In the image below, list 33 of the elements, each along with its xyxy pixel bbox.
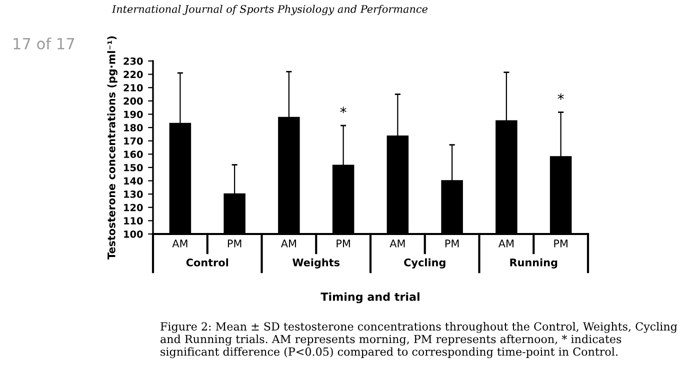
y-tick-label: 140 <box>124 177 143 185</box>
text: International Journal of Sports Physiology and Performance <box>112 4 428 16</box>
x-tick-label: AM <box>498 240 514 248</box>
y-tick-label: 150 <box>124 164 143 172</box>
y-tick-label: 110 <box>124 217 143 225</box>
x-axis-title: Timing and trial <box>320 292 420 304</box>
x-tick-label: AM <box>390 240 405 248</box>
text: Weights <box>292 258 340 268</box>
y-axis-title: Testosterone concentrations (pg·ml⁻¹) <box>107 36 118 260</box>
x-tick-label: PM <box>336 240 350 248</box>
y-tick-label: 180 <box>124 124 143 132</box>
annotation: * <box>340 106 346 114</box>
y-tick-label: 230 <box>124 57 143 65</box>
y-tick-label: 170 <box>124 137 143 145</box>
text: Running <box>510 258 558 268</box>
x-tick-label: AM <box>172 240 188 248</box>
y-tick-label: 120 <box>124 204 143 212</box>
text: Cycling <box>404 258 446 268</box>
x-tick-label: AM <box>280 240 296 248</box>
y-tick-label: 220 <box>124 70 143 78</box>
x-tick-label: PM <box>228 240 242 248</box>
annotation: * <box>558 93 564 100</box>
y-tick-label: 100 <box>124 230 143 238</box>
y-tick-label: 190 <box>124 110 143 118</box>
y-tick-label: 210 <box>124 84 143 92</box>
x-tick-label: PM <box>445 240 459 248</box>
y-tick-label: 130 <box>124 190 143 198</box>
caption: Figure 2: Mean ± SD testosterone concentrations throughout the Control, Weights, Cycling and Running trials. AM represents morning, PM represents afternoon, * indicates significant difference (P<0.05) compared to corresponding time-point in Control. <box>160 322 678 358</box>
text: Control <box>186 258 228 266</box>
y-tick-label: 200 <box>124 97 143 105</box>
y-tick-label: 160 <box>124 150 143 158</box>
text: 17 of 17 <box>14 38 74 50</box>
x-tick-label: PM <box>554 240 568 248</box>
